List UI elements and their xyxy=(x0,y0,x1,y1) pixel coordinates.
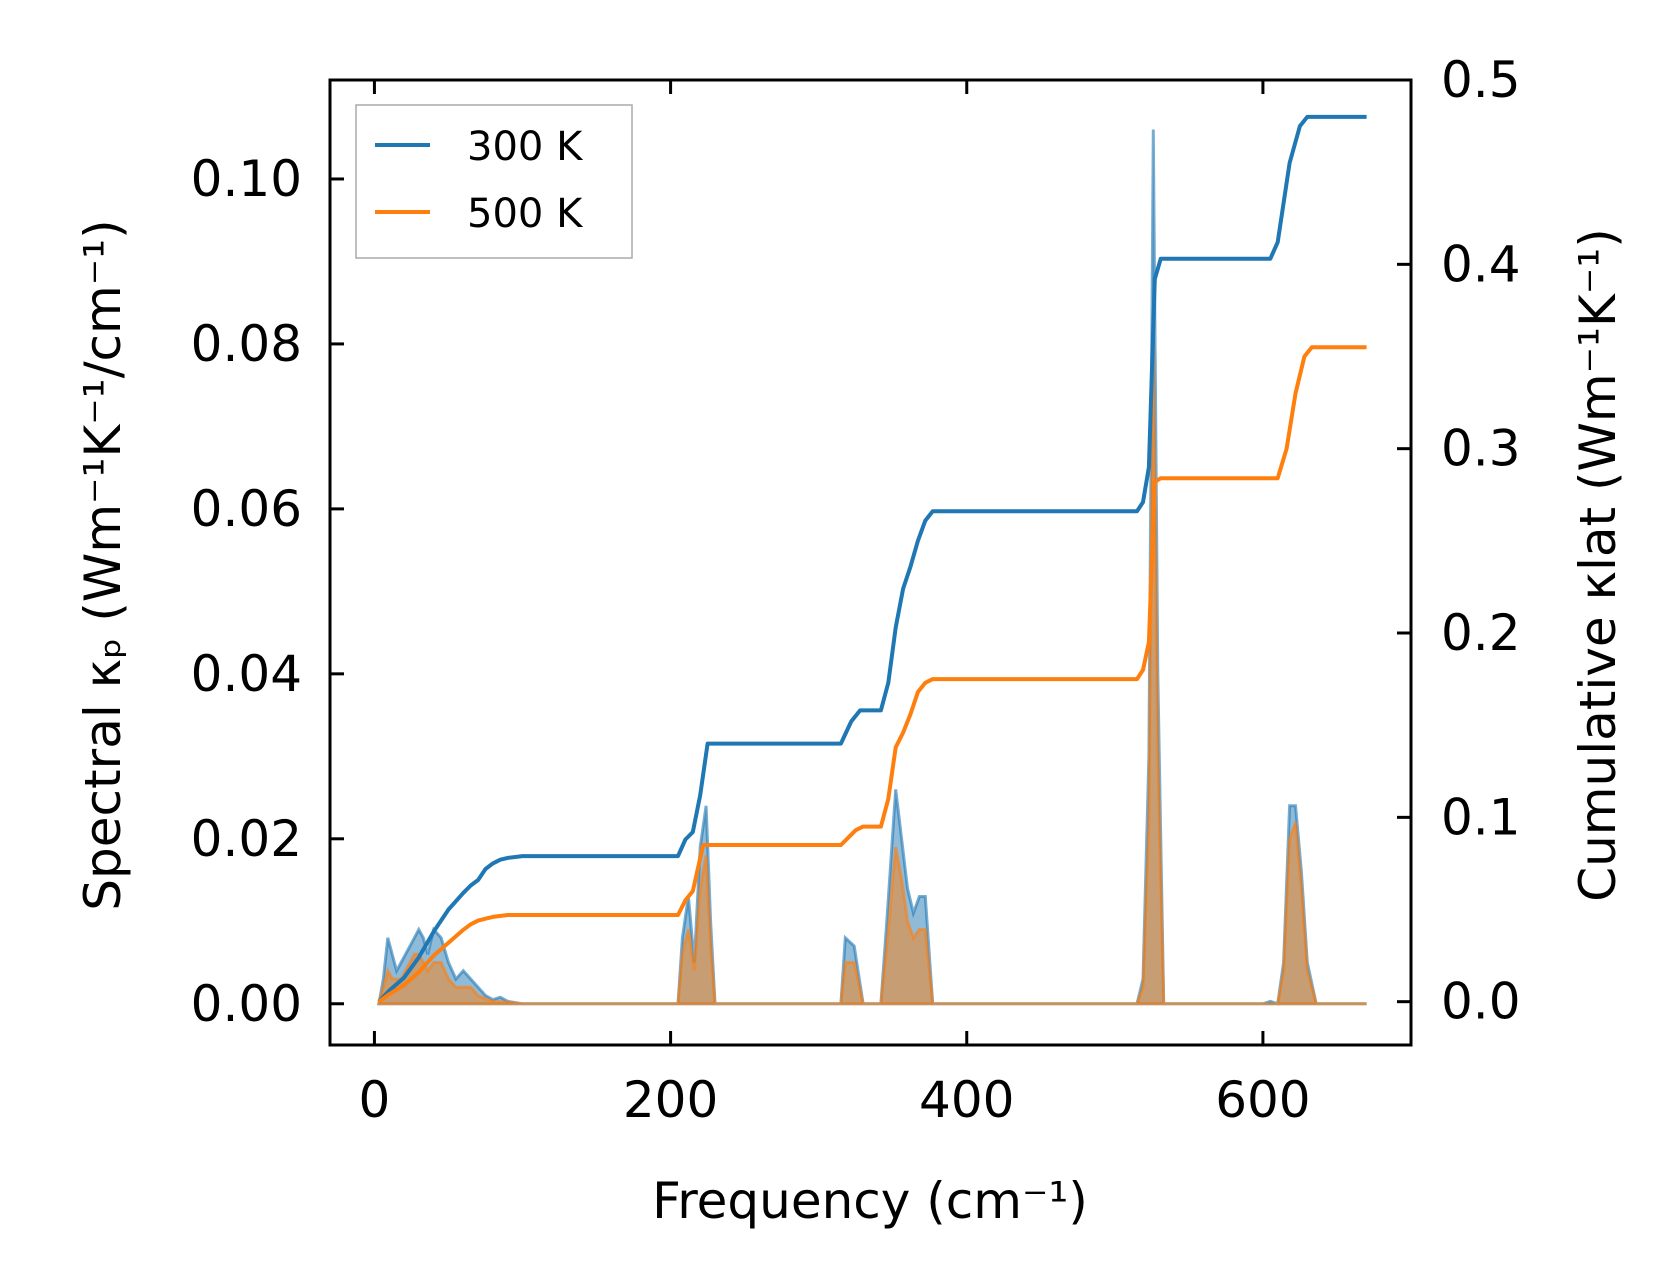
tick-layer: 0 200 400 600 0.00 0.02 0.04 0.06 0.08 0.10 0.0 0.1… xyxy=(191,51,1521,1129)
y-right-tick-label: 0.5 xyxy=(1441,51,1521,109)
x-tick-label: 600 xyxy=(1215,1071,1310,1129)
x-tick-label: 0 xyxy=(359,1071,391,1129)
x-tick-label: 400 xyxy=(919,1071,1014,1129)
y-left-tick-label: 0.00 xyxy=(191,975,302,1033)
y-left-tick-label: 0.04 xyxy=(191,645,302,703)
y-left-tick-label: 0.08 xyxy=(191,315,302,373)
legend-label-300k: 300 K xyxy=(467,124,584,170)
x-tick-label: 200 xyxy=(623,1071,718,1129)
y-right-tick-label: 0.4 xyxy=(1441,235,1521,293)
x-axis-label: Frequency (cm⁻¹) xyxy=(652,1172,1088,1230)
cumulative-line-1 xyxy=(377,345,1367,1004)
y-right-tick-label: 0.3 xyxy=(1441,420,1521,478)
y-right-tick-label: 0.0 xyxy=(1441,973,1521,1031)
legend-label-500k: 500 K xyxy=(467,191,584,237)
line-layer xyxy=(377,114,1367,1004)
legend-box xyxy=(355,104,633,259)
y-axis-right-label: Cumulative κlat (Wm⁻¹K⁻¹) xyxy=(1569,228,1627,902)
y-right-tick-label: 0.2 xyxy=(1441,604,1521,662)
y-left-tick-label: 0.02 xyxy=(191,810,302,868)
legend: 300 K 500 K xyxy=(355,104,633,259)
spectral-area-3 xyxy=(376,343,1367,1006)
cumulative-line-0 xyxy=(377,114,1367,1004)
y-left-tick-label: 0.10 xyxy=(191,150,302,208)
spectral-layer xyxy=(376,129,1367,1006)
y-axis-left-label: Spectral κₚ (Wm⁻¹K⁻¹/cm⁻¹) xyxy=(74,219,132,910)
y-right-tick-label: 0.1 xyxy=(1441,788,1521,846)
plot-frame xyxy=(328,78,1413,1047)
y-left-tick-label: 0.06 xyxy=(191,480,302,538)
